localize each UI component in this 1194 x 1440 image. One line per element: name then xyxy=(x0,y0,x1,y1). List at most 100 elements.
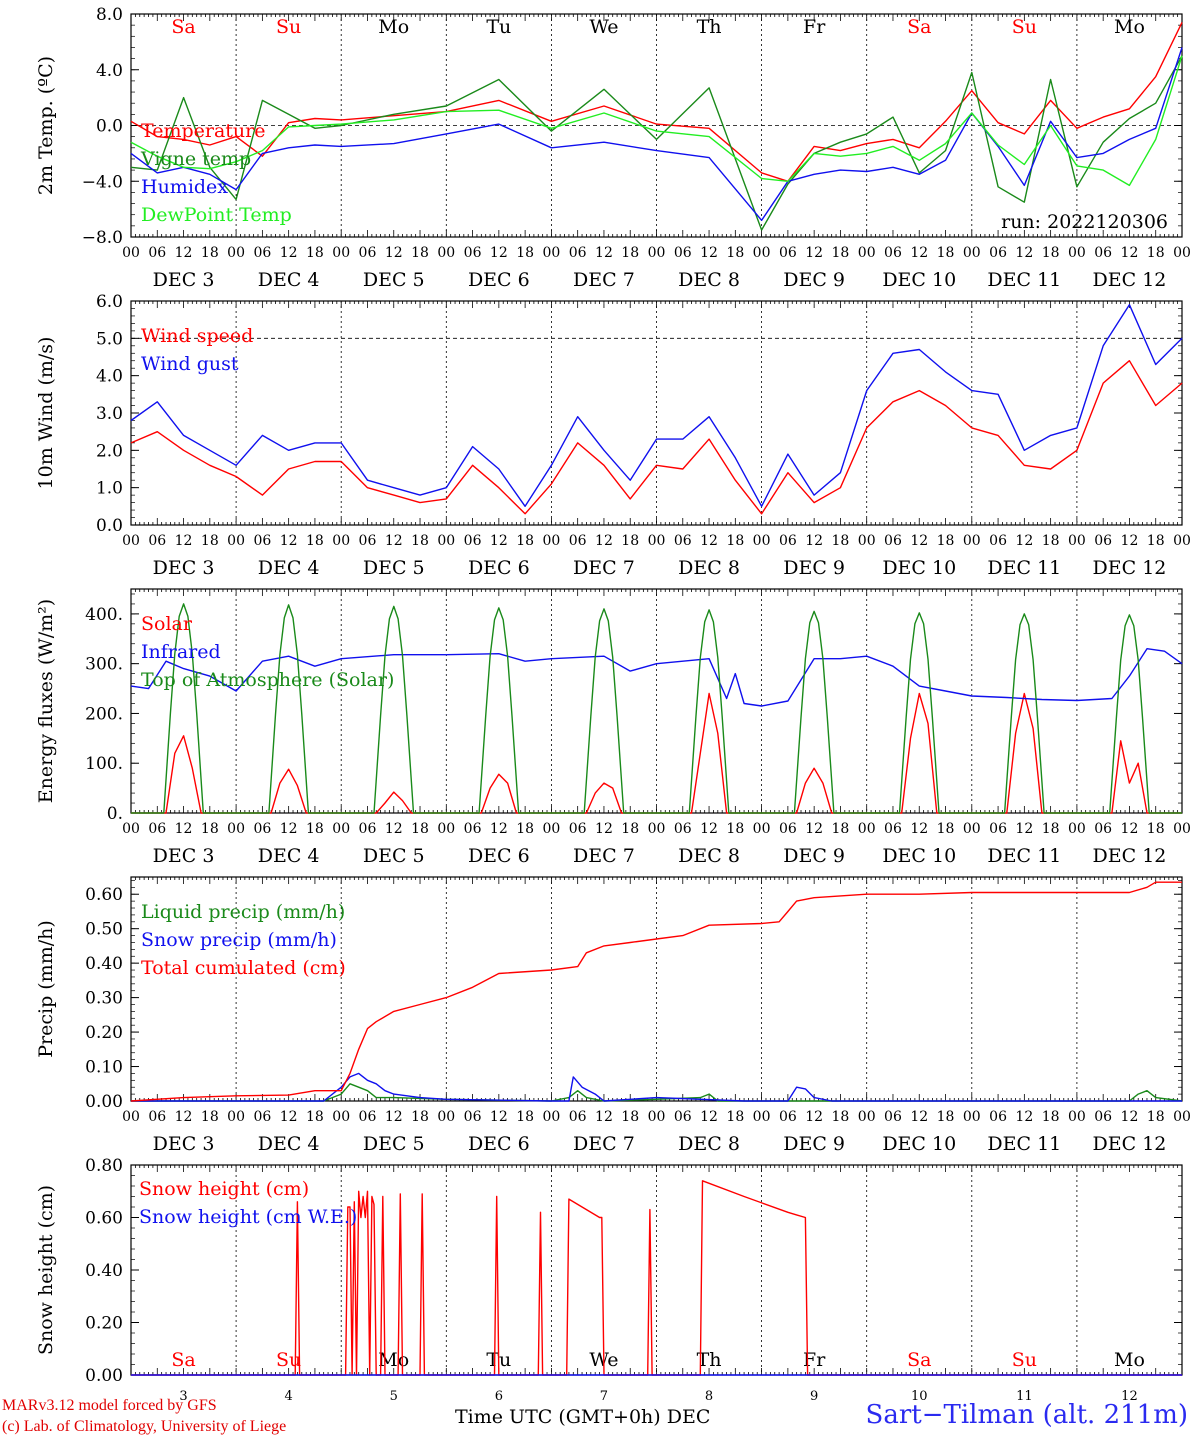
hour-tick-label: 06 xyxy=(569,533,587,549)
day-number-label: 11 xyxy=(1016,1389,1033,1404)
hour-tick-label: 12 xyxy=(805,245,823,261)
hour-tick-label: 06 xyxy=(359,245,377,261)
hour-tick-label: 12 xyxy=(910,821,928,837)
hour-tick-label: 12 xyxy=(595,533,613,549)
legend-entry: Total cumulated (cm) xyxy=(141,957,346,979)
hour-tick-label: 06 xyxy=(884,533,902,549)
series-wind-speed xyxy=(130,360,1183,515)
hour-tick-label: 12 xyxy=(385,1109,403,1125)
y-tick-label: 5.0 xyxy=(96,329,123,349)
hour-tick-label: 06 xyxy=(884,821,902,837)
hour-tick-label: 12 xyxy=(280,821,298,837)
legend-entry: Infrared xyxy=(141,641,221,663)
hour-tick-label: 06 xyxy=(359,821,377,837)
lab-credit: (c) Lab. of Climatology, University of L… xyxy=(2,1418,287,1435)
hour-tick-label: 00 xyxy=(437,245,455,261)
date-label: DEC 12 xyxy=(1093,557,1167,579)
weekday-label: Fr xyxy=(803,16,826,38)
hour-tick-label: 12 xyxy=(805,533,823,549)
hour-tick-label: 00 xyxy=(1068,245,1086,261)
hour-tick-label: 06 xyxy=(884,245,902,261)
hour-tick-label: 18 xyxy=(1147,245,1165,261)
legend-entry: Humidex xyxy=(141,176,228,198)
hour-tick-label: 06 xyxy=(253,821,271,837)
date-label: DEC 8 xyxy=(678,557,740,579)
date-label: DEC 9 xyxy=(783,269,845,291)
hour-tick-label: 00 xyxy=(963,1109,981,1125)
hour-tick-label: 12 xyxy=(280,1109,298,1125)
y-tick-label: 0.40 xyxy=(85,1261,123,1281)
hour-tick-label: 06 xyxy=(569,1109,587,1125)
weekday-label: We xyxy=(589,16,618,38)
hour-tick-label: 00 xyxy=(963,533,981,549)
y-tick-label: 6.0 xyxy=(96,292,123,312)
date-label: DEC 11 xyxy=(987,557,1061,579)
series-liquid-precip-mm-h xyxy=(131,1083,1183,1102)
hour-tick-label: 00 xyxy=(542,1109,560,1125)
day-number-label: 3 xyxy=(179,1389,187,1404)
date-label: DEC 4 xyxy=(258,557,320,579)
hour-tick-label: 12 xyxy=(490,533,508,549)
legend-entry: Temperature xyxy=(141,120,265,142)
hour-tick-label: 06 xyxy=(359,533,377,549)
hour-tick-label: 12 xyxy=(280,533,298,549)
hour-tick-label: 18 xyxy=(937,1109,955,1125)
chart-panel-5: 0.80 0.60 0.40 0.20 0.00 Snow height (cm) Sa Su… xyxy=(35,1156,1183,1404)
hour-tick-label: 00 xyxy=(122,245,140,261)
hour-tick-label: 06 xyxy=(989,1109,1007,1125)
hour-tick-label: 12 xyxy=(700,821,718,837)
chart-panel-3: 400. 300. 200. 100. 0. Energy fluxes (W/m²) 00… xyxy=(35,588,1191,867)
day-number-label: 9 xyxy=(810,1389,818,1404)
weekday-label: Tu xyxy=(486,16,511,38)
run-annotation: run: 2022120306 xyxy=(1001,211,1168,233)
weekday-label: Mo xyxy=(1114,16,1145,38)
hour-tick-label: 06 xyxy=(569,821,587,837)
hour-tick-label: 00 xyxy=(332,1109,350,1125)
date-label: DEC 3 xyxy=(153,1133,215,1155)
y-tick-label: −4.0 xyxy=(82,172,123,192)
y-tick-label: 0.60 xyxy=(85,1209,123,1229)
weekday-label: Fr xyxy=(803,1349,826,1371)
hour-tick-label: 18 xyxy=(201,245,219,261)
hour-tick-label: 00 xyxy=(858,533,876,549)
hour-tick-label: 18 xyxy=(937,533,955,549)
hour-tick-label: 00 xyxy=(1173,245,1191,261)
date-label: DEC 8 xyxy=(678,1133,740,1155)
hour-tick-label: 06 xyxy=(464,1109,482,1125)
y-tick-label: 0.60 xyxy=(85,885,123,905)
hour-tick-label: 18 xyxy=(832,821,850,837)
date-label: DEC 6 xyxy=(468,845,530,867)
y-tick-label: 0.50 xyxy=(85,920,123,940)
hour-tick-label: 18 xyxy=(832,245,850,261)
hour-tick-label: 00 xyxy=(1068,821,1086,837)
day-number-label: 5 xyxy=(390,1389,398,1404)
hour-tick-label: 18 xyxy=(1147,533,1165,549)
series-total-cumulated-cm xyxy=(130,881,1182,1102)
chart-panel-2: 6.0 5.0 4.0 3.0 2.0 1.0 0.0 10m Wind (m/s) 00 06 1… xyxy=(35,292,1191,579)
series-wind-gust xyxy=(130,304,1183,507)
hour-tick-label: 12 xyxy=(910,533,928,549)
legend-entry: Snow precip (mm/h) xyxy=(141,929,337,951)
hour-tick-label: 00 xyxy=(227,1109,245,1125)
y-axis-label: Energy fluxes (W/m²) xyxy=(35,599,57,803)
hour-tick-label: 18 xyxy=(726,533,744,549)
hour-tick-label: 00 xyxy=(227,533,245,549)
hour-tick-label: 06 xyxy=(569,245,587,261)
hour-tick-label: 00 xyxy=(648,1109,666,1125)
hour-tick-label: 12 xyxy=(1121,821,1139,837)
series-infrared xyxy=(130,648,1183,707)
hour-tick-label: 00 xyxy=(648,245,666,261)
y-tick-label: 0.30 xyxy=(85,989,123,1009)
hour-tick-label: 12 xyxy=(595,1109,613,1125)
hour-tick-label: 12 xyxy=(700,245,718,261)
date-label: DEC 11 xyxy=(987,269,1061,291)
hour-tick-label: 06 xyxy=(464,245,482,261)
hour-tick-label: 18 xyxy=(621,821,639,837)
legend-entry: Snow height (cm) xyxy=(139,1178,309,1200)
hour-tick-label: 06 xyxy=(1094,533,1112,549)
date-label: DEC 5 xyxy=(363,269,425,291)
hour-tick-label: 06 xyxy=(779,245,797,261)
y-tick-label: 0.0 xyxy=(96,516,123,536)
y-tick-label: 100. xyxy=(85,754,123,774)
hour-tick-label: 00 xyxy=(963,245,981,261)
